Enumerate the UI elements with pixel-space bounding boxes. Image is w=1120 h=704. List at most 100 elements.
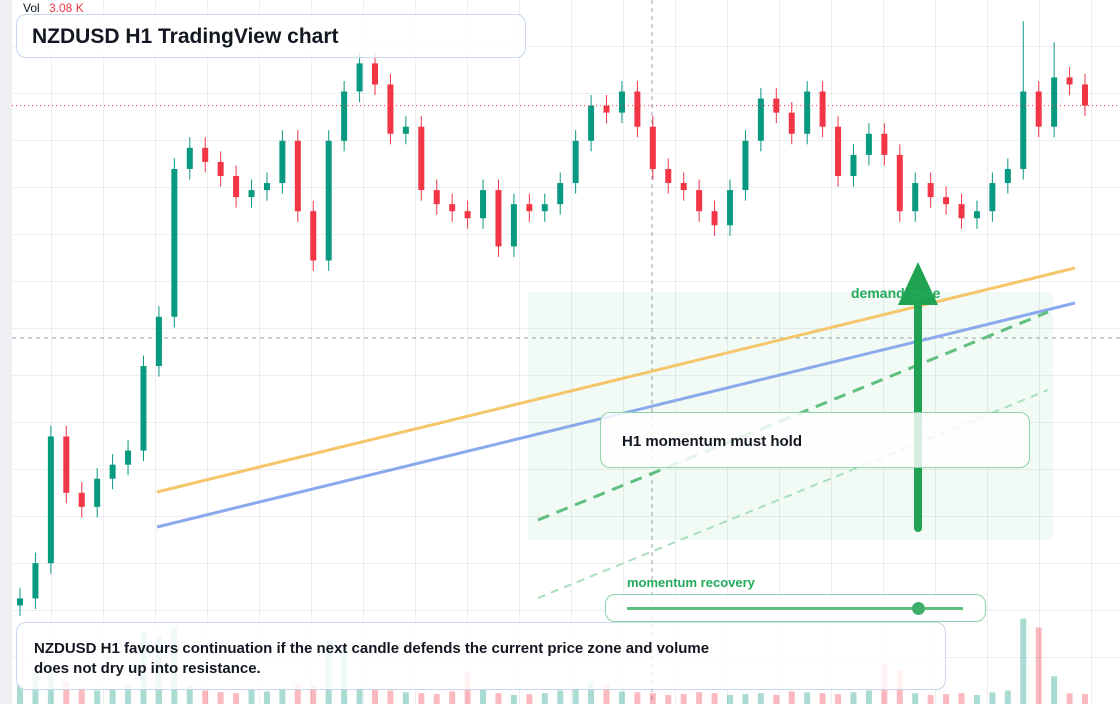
candle-body [819, 91, 826, 127]
candle-body [171, 168, 178, 317]
candle-body [263, 183, 270, 191]
candle-body [541, 204, 548, 212]
volume-bar [989, 692, 996, 704]
candle-body [387, 84, 394, 134]
candle-body [804, 91, 811, 134]
candle-body [217, 161, 224, 176]
candle-body [433, 190, 440, 205]
volume-bar [773, 695, 780, 704]
candle-body [727, 190, 733, 226]
momentum-box-text: H1 momentum must hold [622, 433, 803, 450]
demand-zone-label: demand zone [851, 285, 941, 301]
volume-bar [372, 689, 378, 704]
candle-body [310, 211, 317, 261]
volume-bar [912, 693, 919, 704]
candle-body [927, 183, 934, 198]
volume-bar [850, 692, 857, 704]
candle-body [341, 91, 348, 141]
candle-body [896, 154, 903, 212]
volume-bar [804, 692, 811, 704]
volume-bar [217, 692, 224, 704]
candle-body [711, 211, 718, 226]
volume-bar [1051, 676, 1058, 704]
volume-bar [865, 690, 872, 704]
slider-knob [912, 602, 925, 615]
candle-body [973, 211, 980, 219]
volume-bar [263, 691, 270, 704]
volume-bar [356, 687, 363, 704]
candle-body [464, 211, 471, 219]
volume-bar [294, 684, 301, 704]
candle-body [588, 105, 595, 141]
chart-title: NZDUSD H1 TradingView chart [32, 25, 339, 48]
candle-body [1020, 91, 1027, 169]
volume-bar [943, 694, 950, 704]
volume-bar [402, 692, 409, 704]
candle-body [140, 366, 147, 451]
candle-body [47, 436, 54, 564]
volume-bar [125, 686, 132, 704]
candle-body [557, 183, 564, 205]
candle-body [202, 147, 209, 162]
candle-body [618, 91, 625, 113]
momentum-box: H1 momentum must hold [600, 412, 1030, 468]
candle-body [742, 140, 749, 191]
candle-body [78, 492, 85, 507]
candle-body [526, 204, 533, 212]
candle-body [94, 478, 101, 507]
arrow-head [898, 262, 938, 305]
candle-body [958, 204, 965, 219]
candle-body [943, 197, 950, 205]
candle-body [418, 126, 425, 191]
candle-body [634, 91, 641, 127]
volume-bar [557, 690, 564, 704]
caption-box: NZDUSD H1 favours continuation if the ne… [16, 622, 946, 690]
candle-body [372, 63, 378, 85]
candle-body [449, 204, 456, 212]
volume-bar [696, 692, 703, 704]
candle-body [495, 190, 502, 247]
candle-body [1082, 84, 1088, 106]
volume-bar [1082, 694, 1088, 704]
volume-bar [572, 687, 579, 704]
volume-bar [310, 686, 317, 704]
candle-body [649, 126, 656, 169]
volume-bar [248, 689, 255, 704]
volume-bar [757, 693, 764, 704]
candle-body [233, 176, 240, 198]
left-edge [0, 0, 12, 704]
volume-bar [1020, 618, 1027, 704]
candle-body [1035, 91, 1042, 127]
volume-value: 3.08 K [49, 1, 84, 15]
candle-body [294, 140, 301, 212]
volume-bar [480, 689, 487, 704]
volume-bar [711, 693, 718, 704]
candle-body [125, 450, 132, 465]
volume-bar [819, 693, 826, 704]
momentum-slider [605, 594, 986, 622]
volume-bar [618, 691, 625, 704]
volume-bar [649, 693, 656, 704]
trendline-faint [537, 389, 1049, 599]
candle-body [356, 63, 363, 92]
candle-body [17, 598, 23, 606]
title-box: NZDUSD H1 TradingView chart [16, 14, 526, 58]
candle-body [989, 183, 996, 212]
candle-body [402, 126, 409, 134]
volume-bar [665, 695, 672, 704]
volume-bar [541, 693, 548, 704]
candle-body [912, 183, 919, 212]
candle-body [1066, 77, 1073, 85]
volume-bar [727, 695, 733, 704]
volume-bar [109, 689, 116, 704]
volume-bar [835, 694, 842, 704]
volume-bar [449, 691, 456, 704]
candle-body [63, 436, 70, 493]
volume-title: Vol [23, 1, 40, 15]
volume-bar [510, 695, 517, 704]
volume-bar [1004, 690, 1011, 704]
candle-body [757, 98, 764, 141]
candle-body [325, 140, 332, 261]
candle-body [510, 204, 517, 247]
